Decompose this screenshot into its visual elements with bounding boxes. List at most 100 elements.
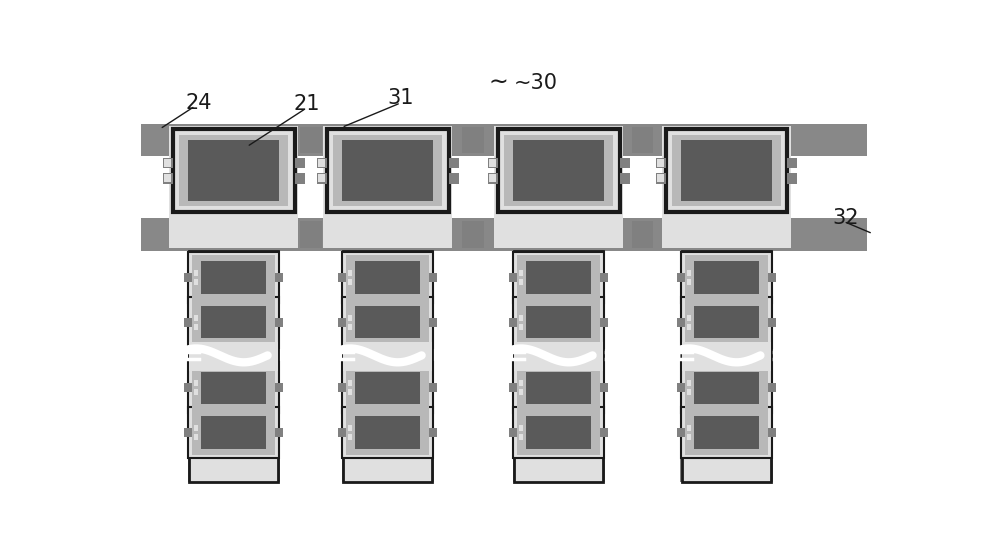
Bar [173, 129, 295, 212]
Bar [768, 383, 776, 393]
Bar [694, 372, 759, 404]
Bar [194, 380, 198, 386]
Bar [429, 318, 437, 327]
Bar [514, 251, 603, 481]
Bar [318, 159, 325, 167]
Bar [338, 318, 346, 327]
Bar [620, 158, 630, 169]
Bar [677, 318, 685, 327]
Bar [509, 273, 517, 282]
Bar [685, 255, 768, 300]
Bar [519, 434, 523, 440]
Bar [338, 428, 346, 437]
Bar [275, 383, 283, 393]
Bar [342, 251, 434, 481]
Bar [342, 407, 433, 458]
Bar [519, 315, 523, 321]
Bar [600, 318, 608, 327]
Bar [632, 127, 653, 153]
Bar [666, 129, 787, 212]
Bar [343, 341, 432, 371]
Bar [194, 270, 198, 276]
Bar [348, 315, 352, 321]
Bar [509, 428, 517, 437]
Bar [317, 173, 327, 184]
Bar [768, 428, 776, 437]
Bar [275, 273, 283, 282]
Bar [488, 173, 498, 184]
Bar [169, 126, 298, 248]
Bar [687, 434, 691, 440]
Bar [189, 341, 278, 371]
Bar [687, 324, 691, 330]
Bar [338, 383, 346, 393]
Bar [194, 315, 198, 321]
Bar [348, 425, 352, 431]
Bar [201, 372, 266, 404]
Text: ∼: ∼ [489, 71, 509, 95]
Bar [681, 362, 772, 413]
Bar [632, 221, 653, 248]
Bar [333, 135, 442, 206]
Bar [498, 129, 620, 212]
Bar [600, 383, 608, 393]
Bar [681, 297, 772, 348]
Bar [656, 158, 666, 169]
Bar [327, 129, 449, 212]
Bar [513, 362, 604, 413]
Bar [488, 158, 498, 169]
Bar [620, 173, 630, 184]
Bar [429, 383, 437, 393]
Bar [346, 255, 429, 300]
Bar [677, 273, 685, 282]
Bar [768, 318, 776, 327]
Bar [179, 135, 288, 206]
Bar [192, 410, 275, 455]
Bar [194, 324, 198, 330]
Text: 24: 24 [185, 93, 212, 113]
Bar [694, 261, 759, 294]
Bar [519, 389, 523, 395]
Bar [489, 159, 496, 167]
Bar [519, 324, 523, 330]
Bar [517, 410, 600, 455]
Bar [656, 173, 666, 184]
Bar [519, 380, 523, 386]
Bar [526, 261, 591, 294]
Bar [489, 175, 496, 182]
Text: ~30: ~30 [514, 73, 558, 93]
Bar [348, 279, 352, 285]
Bar [194, 389, 198, 395]
Bar [687, 380, 691, 386]
Bar [687, 279, 691, 285]
Bar [194, 279, 198, 285]
Bar [342, 252, 433, 303]
Bar [526, 372, 591, 404]
Bar [348, 434, 352, 440]
Bar [449, 158, 459, 169]
Bar [295, 173, 305, 184]
Bar [188, 140, 279, 201]
Bar [681, 140, 772, 201]
Bar [201, 261, 266, 294]
Bar [680, 251, 773, 481]
Bar [672, 135, 781, 206]
Bar [188, 407, 279, 458]
Bar [184, 383, 192, 393]
Bar [300, 127, 322, 153]
Bar [513, 297, 604, 348]
Bar [517, 300, 600, 345]
Bar [343, 251, 432, 481]
Bar [681, 252, 772, 303]
Bar [141, 219, 867, 251]
Bar [687, 315, 691, 321]
Bar [687, 389, 691, 395]
Bar [514, 341, 603, 371]
Bar [342, 140, 433, 201]
Bar [164, 159, 171, 167]
Bar [348, 389, 352, 395]
Bar [184, 318, 192, 327]
Bar [526, 306, 591, 339]
Bar [192, 366, 275, 410]
Bar [163, 173, 173, 184]
